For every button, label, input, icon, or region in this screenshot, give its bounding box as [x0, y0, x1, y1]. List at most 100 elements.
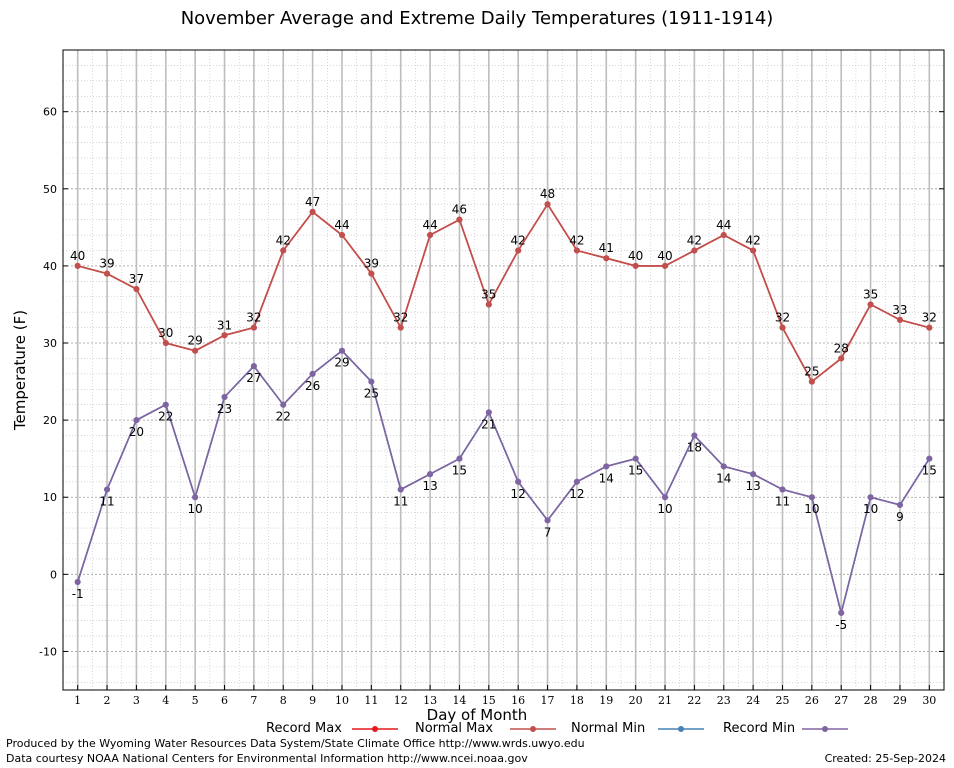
data-label-max: 32 [393, 311, 408, 325]
footer-created-date: Created: 25-Sep-2024 [824, 752, 946, 765]
data-point [779, 486, 786, 493]
x-tick-label: 7 [250, 694, 257, 707]
data-label-max: 40 [657, 249, 672, 263]
data-point [750, 247, 757, 254]
data-point [515, 478, 522, 485]
x-tick-label: 8 [280, 694, 287, 707]
data-label-max: 28 [834, 341, 849, 355]
data-point [691, 247, 698, 254]
x-tick-label: 1 [74, 694, 81, 707]
data-label-min: 12 [511, 487, 526, 501]
x-tick-label: 17 [541, 694, 555, 707]
x-tick-label: 11 [364, 694, 378, 707]
data-point [632, 262, 639, 269]
data-point [632, 455, 639, 462]
data-label-min: 27 [246, 371, 261, 385]
y-tick-label: 20 [43, 414, 57, 427]
legend-label-normal-max: Normal Max [415, 721, 494, 736]
data-label-min: 14 [599, 471, 614, 485]
y-tick-label: 0 [50, 568, 57, 581]
data-label-max: 39 [364, 257, 379, 271]
data-label-max: 42 [687, 233, 702, 247]
data-point [662, 262, 669, 269]
data-label-max: 39 [99, 257, 114, 271]
data-label-min: 10 [863, 502, 878, 516]
x-tick-label: 27 [834, 694, 848, 707]
data-point [397, 324, 404, 331]
x-tick-label: 28 [864, 694, 878, 707]
data-point [162, 340, 169, 347]
data-label-max: 40 [70, 249, 85, 263]
data-point [338, 232, 345, 239]
data-label-max: 46 [452, 203, 467, 217]
data-label-max: 42 [511, 233, 526, 247]
x-tick-label: 9 [309, 694, 316, 707]
x-tick-label: 26 [805, 694, 819, 707]
data-label-min: 23 [217, 402, 232, 416]
data-label-min: -5 [835, 618, 847, 632]
data-point [485, 409, 492, 416]
legend-marker [530, 726, 536, 732]
data-label-max: 32 [922, 311, 937, 325]
data-label-min: 29 [334, 356, 349, 370]
data-point [720, 463, 727, 470]
footer-produced-by: Produced by the Wyoming Water Resources … [6, 737, 585, 750]
data-point [573, 478, 580, 485]
data-point [397, 486, 404, 493]
data-point [544, 201, 551, 208]
data-point [133, 417, 140, 424]
data-label-max: 33 [892, 303, 907, 317]
data-label-max: 35 [863, 287, 878, 301]
data-point [867, 494, 874, 501]
x-tick-label: 12 [394, 694, 408, 707]
data-label-max: 44 [716, 218, 731, 232]
data-point [603, 255, 610, 262]
data-point [691, 432, 698, 439]
data-label-min: 18 [687, 441, 702, 455]
data-point [74, 262, 81, 269]
x-tick-label: 10 [335, 694, 349, 707]
data-point [427, 471, 434, 478]
data-label-min: 10 [804, 502, 819, 516]
data-label-max: 44 [422, 218, 437, 232]
series-line [77, 202, 930, 383]
data-point [309, 208, 316, 215]
data-label-min: 14 [716, 471, 731, 485]
data-label-max: 40 [628, 249, 643, 263]
data-label-max: 41 [599, 241, 614, 255]
data-point [280, 247, 287, 254]
data-label-max: 42 [276, 233, 291, 247]
data-point [808, 494, 815, 501]
x-tick-label: 23 [717, 694, 731, 707]
grid [63, 49, 944, 690]
x-tick-label: 25 [775, 694, 789, 707]
data-point [338, 347, 345, 354]
data-label-max: 32 [246, 311, 261, 325]
data-label-max: 42 [745, 233, 760, 247]
data-point [368, 378, 375, 385]
data-point [808, 378, 815, 385]
data-point [104, 270, 111, 277]
data-point [896, 501, 903, 508]
data-label-min: 7 [544, 525, 552, 539]
data-label-min: -1 [72, 587, 84, 601]
data-label-min: 15 [452, 464, 467, 478]
x-tick-label: 29 [893, 694, 907, 707]
data-point [162, 401, 169, 408]
data-label-min: 13 [422, 479, 437, 493]
x-tick-label: 20 [629, 694, 643, 707]
x-axis-label: Day of Month [426, 706, 528, 724]
data-label-min: 15 [628, 464, 643, 478]
x-tick-label: 16 [511, 694, 525, 707]
plot-frame [62, 49, 945, 691]
data-point [544, 517, 551, 524]
data-point [250, 324, 257, 331]
data-label-min: 10 [657, 502, 672, 516]
y-tick-label: 50 [43, 183, 57, 196]
x-tick-label: 5 [192, 694, 199, 707]
legend-label-normal-min: Normal Min [571, 721, 646, 736]
data-label-min: 13 [745, 479, 760, 493]
data-point [456, 455, 463, 462]
